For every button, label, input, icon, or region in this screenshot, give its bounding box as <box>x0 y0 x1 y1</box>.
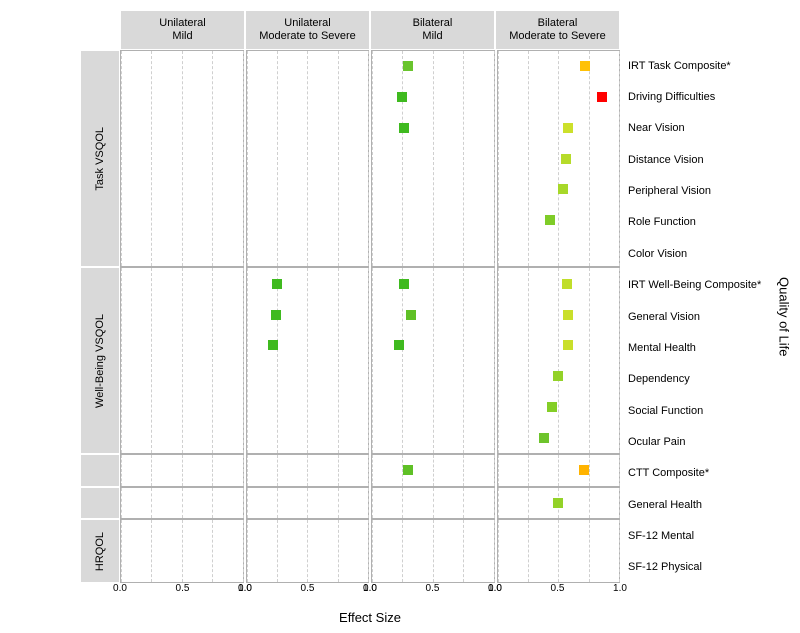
data-marker <box>399 279 409 289</box>
row-strip <box>80 487 120 520</box>
facet-panel <box>497 454 621 487</box>
row-label: Role Function <box>624 207 774 238</box>
facet-panel <box>246 267 370 454</box>
data-marker <box>553 371 563 381</box>
facet-grid-chart: UnilateralMildUnilateralModerate to Seve… <box>0 0 800 633</box>
data-marker <box>406 310 416 320</box>
x-tick-label: 0.0 <box>488 583 502 594</box>
facet-panel <box>246 519 370 583</box>
row-strip <box>80 454 120 487</box>
data-marker <box>399 123 409 133</box>
row-strip: HRQOL <box>80 519 120 583</box>
row-strip: Task VSQOL <box>80 50 120 267</box>
column-strip-row: UnilateralMildUnilateralModerate to Seve… <box>120 10 620 50</box>
right-y-labels: IRT Task Composite*Driving DifficultiesN… <box>624 50 774 583</box>
data-marker <box>394 340 404 350</box>
data-marker <box>271 310 281 320</box>
facet-panel <box>120 519 244 583</box>
row-label: Distance Vision <box>624 144 774 175</box>
data-marker <box>545 215 555 225</box>
facet-panel <box>497 519 621 583</box>
x-tick-label: 0.0 <box>238 583 252 594</box>
row-label: Color Vision <box>624 238 774 269</box>
data-marker <box>553 498 563 508</box>
data-marker <box>268 340 278 350</box>
column-strip: BilateralModerate to Severe <box>495 10 620 50</box>
column-strip: UnilateralModerate to Severe <box>245 10 370 50</box>
x-tick-row: 0.00.51.00.00.51.00.00.51.00.00.51.0 <box>120 583 620 603</box>
facet-panel <box>497 267 621 454</box>
row-label: Peripheral Vision <box>624 175 774 206</box>
row-label: Social Function <box>624 395 774 426</box>
facet-panel <box>371 50 495 267</box>
x-tick-label: 0.5 <box>551 583 565 594</box>
data-marker <box>539 433 549 443</box>
facet-panel <box>120 454 244 487</box>
x-tick-label: 0.5 <box>426 583 440 594</box>
data-marker <box>597 92 607 102</box>
data-marker <box>558 184 568 194</box>
row-label: IRT Well-Being Composite* <box>624 269 774 300</box>
data-marker <box>580 61 590 71</box>
column-strip: UnilateralMild <box>120 10 245 50</box>
facet-panel <box>246 487 370 520</box>
data-marker <box>563 340 573 350</box>
column-strip: BilateralMild <box>370 10 495 50</box>
row-label: Near Vision <box>624 113 774 144</box>
x-tick-label: 0.0 <box>113 583 127 594</box>
row-label: Dependency <box>624 364 774 395</box>
row-label: General Health <box>624 489 774 520</box>
facet-panel <box>120 267 244 454</box>
facet-panel <box>371 267 495 454</box>
panel-column <box>371 50 497 583</box>
row-label: Driving Difficulties <box>624 81 774 112</box>
data-marker <box>563 310 573 320</box>
data-marker <box>272 279 282 289</box>
facet-panel <box>246 454 370 487</box>
row-label: Ocular Pain <box>624 426 774 457</box>
data-marker <box>579 465 589 475</box>
row-label: SF-12 Physical <box>624 552 774 583</box>
row-strip: Well-Being VSQOL <box>80 267 120 454</box>
panel-grid <box>120 50 620 583</box>
facet-panel <box>120 50 244 267</box>
row-label: SF-12 Mental <box>624 520 774 551</box>
facet-panel <box>120 487 244 520</box>
facet-panel <box>371 454 495 487</box>
row-label: CTT Composite* <box>624 458 774 489</box>
panel-column <box>120 50 246 583</box>
x-axis-title: Effect Size <box>120 610 620 625</box>
x-tick-label: 0.0 <box>363 583 377 594</box>
data-marker <box>397 92 407 102</box>
x-tick-label: 0.5 <box>176 583 190 594</box>
data-marker <box>403 465 413 475</box>
facet-panel <box>497 50 621 267</box>
y-axis-title: Quality of Life <box>774 50 794 583</box>
panel-column <box>497 50 621 583</box>
row-label: IRT Task Composite* <box>624 50 774 81</box>
data-marker <box>547 402 557 412</box>
x-tick-label: 0.5 <box>301 583 315 594</box>
panel-column <box>246 50 372 583</box>
facet-panel <box>371 487 495 520</box>
data-marker <box>562 279 572 289</box>
y-axis-title-text: Quality of Life <box>777 277 792 357</box>
data-marker <box>563 123 573 133</box>
x-tick-label: 1.0 <box>613 583 627 594</box>
row-label: Mental Health <box>624 332 774 363</box>
facet-panel <box>371 519 495 583</box>
row-label: General Vision <box>624 301 774 332</box>
data-marker <box>403 61 413 71</box>
facet-panel <box>497 487 621 520</box>
facet-panel <box>246 50 370 267</box>
row-strip-column: Task VSQOLWell-Being VSQOL HRQOL <box>80 50 120 583</box>
data-marker <box>561 154 571 164</box>
